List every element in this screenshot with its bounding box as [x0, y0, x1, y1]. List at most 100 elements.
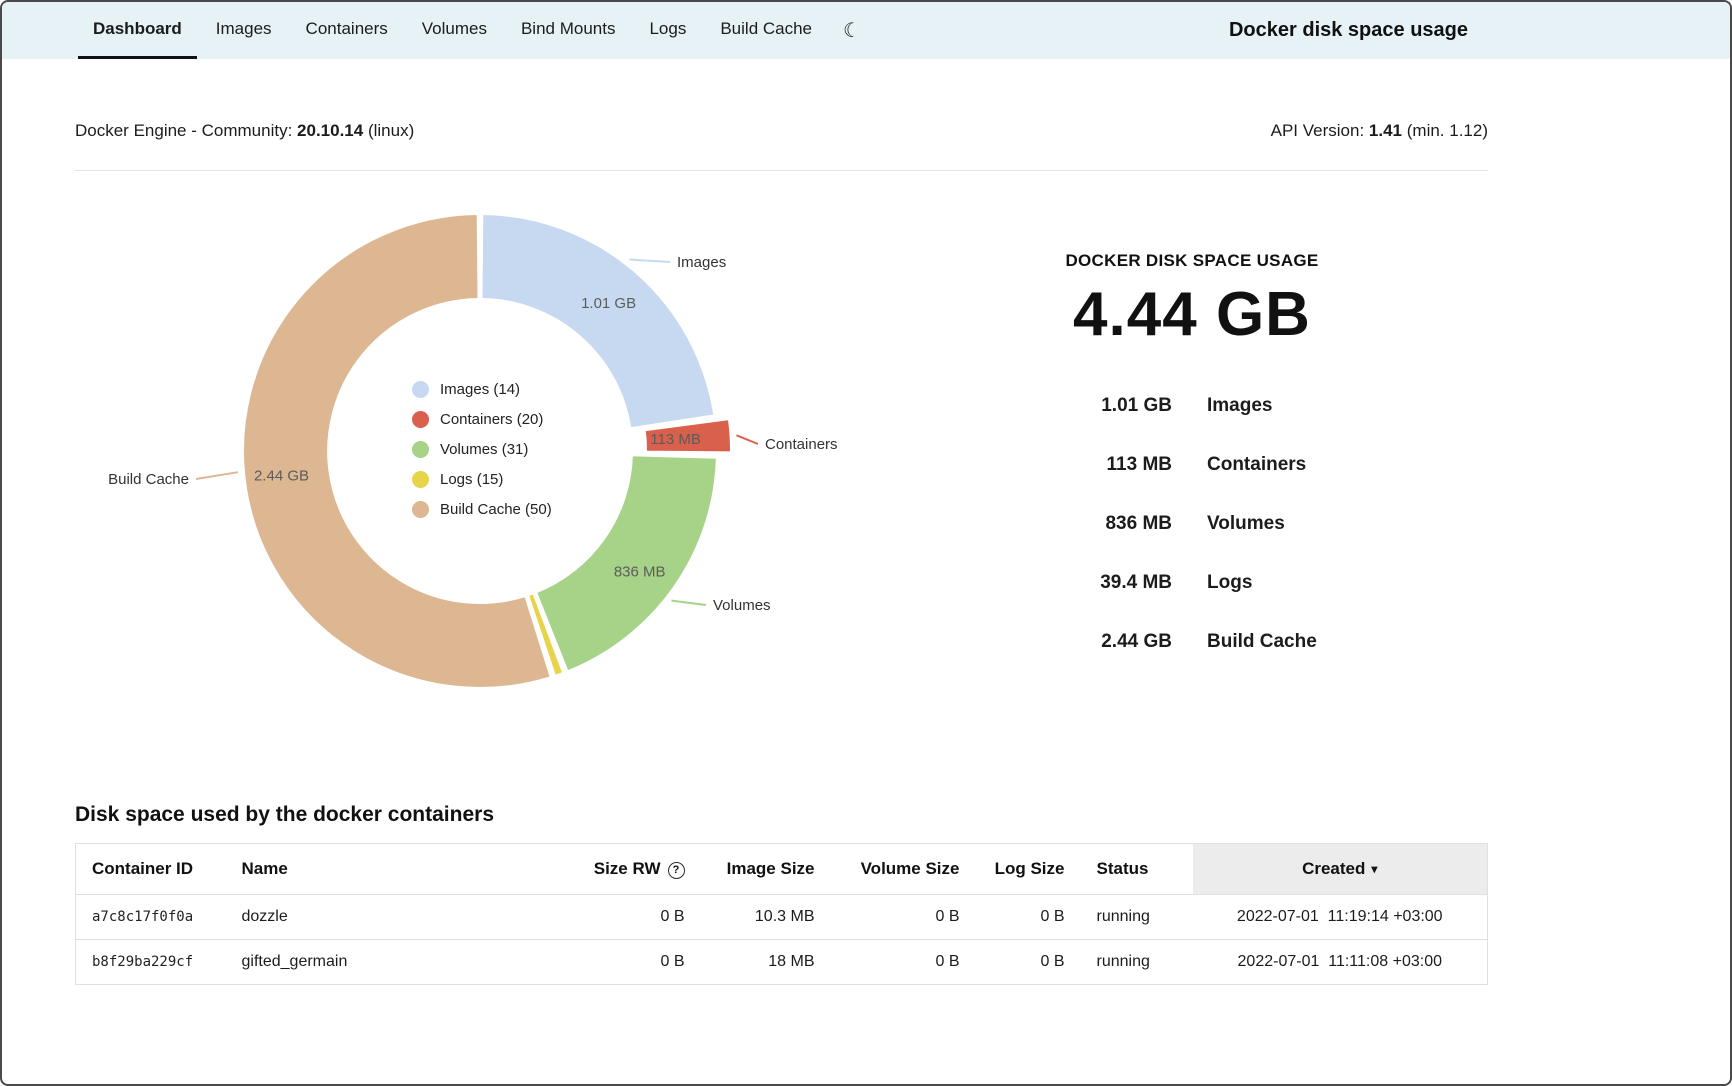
donut-segment-images[interactable]	[480, 212, 716, 430]
legend-dot-build-cache	[412, 501, 429, 518]
page-title: Docker disk space usage	[1228, 19, 1468, 41]
summary-row-images: 1.01 GB Images	[1042, 376, 1342, 435]
summary-value: 39.4 MB	[1100, 571, 1172, 593]
volume-size-cell: 0 B	[830, 894, 976, 940]
containers-table: Container ID Name Size RW? Image Size Vo…	[75, 843, 1488, 985]
legend-label: Volumes (31)	[440, 441, 529, 458]
moon-icon[interactable]: ☾	[831, 2, 873, 59]
log-size-cell: 0 B	[975, 894, 1081, 940]
table-row: b8f29ba229cf gifted_germain 0 B 18 MB 0 …	[75, 939, 1488, 985]
container-id-cell: a7c8c17f0f0a	[75, 894, 226, 940]
engine-os: (linux)	[367, 121, 415, 140]
donut-value-images: 1.01 GB	[581, 295, 636, 312]
help-icon[interactable]: ?	[667, 862, 685, 879]
donut-value-build-cache: 2.44 GB	[254, 467, 309, 484]
column-header-status[interactable]: Status	[1080, 843, 1193, 895]
nav-tabs: Dashboard Images Containers Volumes Bind…	[2, 2, 873, 59]
column-header-created[interactable]: Created ▾	[1192, 843, 1488, 895]
column-header-log-size[interactable]: Log Size	[975, 843, 1081, 895]
donut-label-images: Images	[677, 254, 726, 271]
leader-line-volumes	[671, 599, 707, 606]
tab-containers[interactable]: Containers	[291, 2, 403, 59]
leader-line-images	[629, 258, 671, 263]
donut-label-build-cache: Build Cache	[108, 471, 189, 488]
donut-segment-containers[interactable]	[643, 417, 733, 454]
donut-segment-logs[interactable]	[526, 592, 565, 678]
summary-label: Volumes	[1207, 512, 1285, 534]
volume-size-cell: 0 B	[830, 939, 976, 985]
legend-label: Containers (20)	[440, 411, 544, 428]
top-navigation: Dashboard Images Containers Volumes Bind…	[2, 2, 1730, 59]
container-name-cell: gifted_germain	[225, 939, 556, 985]
summary-rows: 1.01 GB Images 113 MB Containers 836 MB …	[1042, 376, 1342, 671]
main-content: Docker Engine - Community: 20.10.14 (lin…	[2, 121, 1730, 985]
legend-dot-logs	[412, 471, 429, 488]
container-name-cell: dozzle	[225, 894, 556, 940]
containers-table-heading: Disk space used by the docker containers	[75, 803, 494, 826]
summary-label: Logs	[1207, 571, 1253, 593]
table-header-row: Container ID Name Size RW? Image Size Vo…	[75, 843, 1488, 895]
donut-segment-build-cache[interactable]	[242, 212, 552, 689]
engine-version: 20.10.14	[297, 121, 364, 140]
summary-heading: DOCKER DISK SPACE USAGE	[1065, 251, 1319, 270]
divider	[75, 170, 1488, 171]
summary-value: 113 MB	[1106, 453, 1172, 475]
summary-value: 2.44 GB	[1101, 630, 1172, 652]
summary-label: Build Cache	[1207, 630, 1317, 652]
status-cell: running	[1080, 894, 1193, 940]
disk-usage-donut-chart: 1.01 GB Images 113 MB Containers 836 MB Volum…	[108, 212, 838, 689]
container-id-cell: b8f29ba229cf	[75, 939, 226, 985]
log-size-cell: 0 B	[975, 939, 1081, 985]
leader-line-containers	[736, 434, 759, 445]
sort-desc-icon: ▾	[1371, 862, 1378, 876]
legend-dot-containers	[412, 411, 429, 428]
tab-images[interactable]: Images	[201, 2, 287, 59]
summary-row-containers: 113 MB Containers	[1042, 435, 1342, 494]
legend-dot-images	[412, 381, 429, 398]
summary-row-build-cache: 2.44 GB Build Cache	[1042, 612, 1342, 671]
summary-row-volumes: 836 MB Volumes	[1042, 494, 1342, 553]
created-cell: 2022-07-01 11:11:08 +03:00	[1192, 939, 1488, 985]
column-header-container-id[interactable]: Container ID	[75, 843, 226, 895]
column-header-name[interactable]: Name	[225, 843, 556, 895]
image-size-cell: 10.3 MB	[700, 894, 831, 940]
tab-volumes[interactable]: Volumes	[407, 2, 502, 59]
legend-item-logs[interactable]: Logs (15)	[412, 471, 552, 488]
size-rw-cell: 0 B	[555, 939, 701, 985]
summary-row-logs: 39.4 MB Logs	[1042, 553, 1342, 612]
api-min: (min. 1.12)	[1406, 121, 1488, 140]
legend-item-containers[interactable]: Containers (20)	[412, 411, 552, 428]
legend-label: Build Cache (50)	[440, 501, 552, 518]
tab-build-cache[interactable]: Build Cache	[705, 2, 827, 59]
disk-usage-summary: DOCKER DISK SPACE USAGE 4.44 GB 1.01 GB …	[1042, 251, 1342, 671]
total-disk-usage: 4.44 GB	[1073, 280, 1311, 349]
tab-dashboard[interactable]: Dashboard	[78, 2, 197, 59]
column-header-image-size[interactable]: Image Size	[700, 843, 831, 895]
column-header-label: Size RW	[593, 859, 661, 878]
legend-dot-volumes	[412, 441, 429, 458]
status-cell: running	[1080, 939, 1193, 985]
size-rw-cell: 0 B	[555, 894, 701, 940]
api-version: 1.41	[1368, 121, 1403, 140]
engine-label: Docker Engine - Community:	[75, 121, 293, 140]
summary-value: 1.01 GB	[1101, 394, 1172, 416]
api-version-text: API Version: 1.41 (min. 1.12)	[1271, 121, 1488, 141]
donut-value-containers: 113 MB	[650, 431, 701, 448]
legend-item-images[interactable]: Images (14)	[412, 381, 552, 398]
legend-item-build-cache[interactable]: Build Cache (50)	[412, 501, 552, 518]
api-label: API Version:	[1270, 121, 1365, 140]
chart-legend: Images (14) Containers (20) Volumes (31)…	[412, 381, 552, 531]
legend-item-volumes[interactable]: Volumes (31)	[412, 441, 552, 458]
donut-segment-volumes[interactable]	[534, 454, 718, 673]
legend-label: Images (14)	[440, 381, 521, 398]
column-header-size-rw[interactable]: Size RW?	[555, 843, 701, 895]
tab-logs[interactable]: Logs	[634, 2, 701, 59]
table-row: a7c8c17f0f0a dozzle 0 B 10.3 MB 0 B 0 B …	[75, 894, 1488, 940]
tab-bind-mounts[interactable]: Bind Mounts	[506, 2, 631, 59]
column-header-volume-size[interactable]: Volume Size	[830, 843, 976, 895]
created-cell: 2022-07-01 11:19:14 +03:00	[1192, 894, 1488, 940]
image-size-cell: 18 MB	[700, 939, 831, 985]
donut-label-volumes: Volumes	[713, 597, 771, 614]
engine-version-text: Docker Engine - Community: 20.10.14 (lin…	[75, 121, 414, 141]
